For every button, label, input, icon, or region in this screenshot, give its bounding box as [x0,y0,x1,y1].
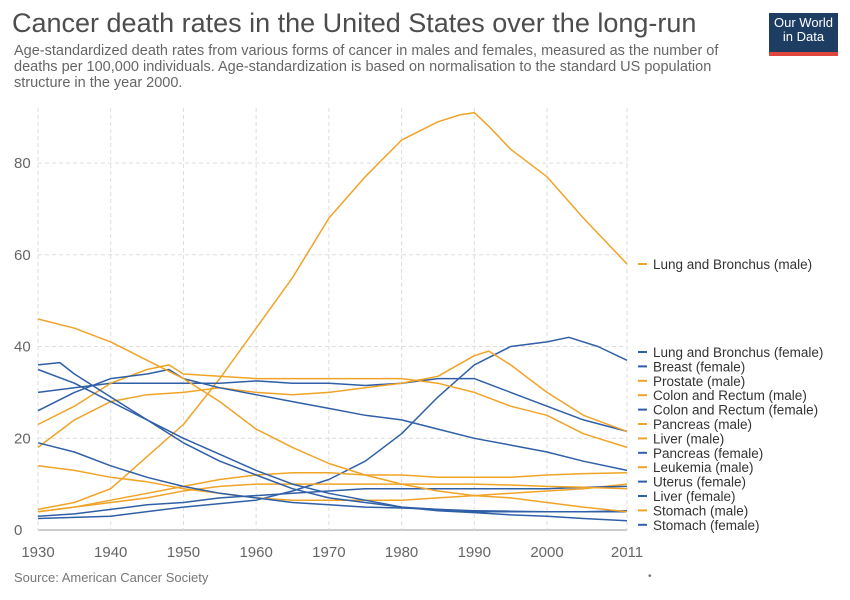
source-note: Source: American Cancer Society [14,570,209,585]
series-line [37,336,628,520]
y-tick-label: 40 [14,339,31,356]
series-line [37,483,628,513]
y-axis-ticks: 0 20 40 60 80 [14,155,31,539]
x-tick-label: 1960 [239,544,272,561]
legend-label: Liver (male) [653,431,724,446]
x-axis-ticks: 1930 1940 1950 1960 1970 1980 1990 2000 2011 [21,544,643,561]
series-line [37,111,628,511]
series-lines [37,111,628,522]
logo-line-1: Our World [774,15,833,30]
chart-subtitle: Age-standardized death rates from variou… [14,43,719,91]
chart-title: Cancer death rates in the United States … [12,8,697,38]
legend-label: Breast (female) [653,359,745,374]
x-tick-label: 1990 [458,544,491,561]
series-line [37,471,628,513]
legend-label: Leukemia (male) [653,460,754,475]
series-line [37,350,628,448]
series-line [37,442,627,513]
x-tick-label: 1950 [167,544,200,561]
series-line [37,368,628,472]
series-line [37,485,628,517]
owid-logo[interactable]: Our World in Data [769,13,838,56]
x-tick-label: 1930 [21,544,54,561]
series-line [37,368,628,522]
logo-line-2: in Data [782,29,825,44]
legend-label: Uterus (female) [653,475,746,490]
x-tick-label: 1980 [385,544,418,561]
footer-dot: • [648,571,652,582]
y-tick-label: 20 [14,430,31,447]
y-tick-label: 0 [14,522,22,539]
y-tick-label: 80 [14,155,31,172]
x-tick-label: 2011 [611,544,643,561]
legend-label: Pancreas (male) [653,417,752,432]
legend: Lung and Bronchus (male) Lung and Bronchu… [638,257,823,533]
legend-label: Colon and Rectum (male) [653,388,807,403]
x-tick-label: 1970 [312,544,345,561]
legend-label: Pancreas (female) [653,446,763,461]
legend-label: Stomach (female) [653,518,760,533]
series-line [37,318,628,513]
x-tick-label: 1940 [94,544,127,561]
legend-label: Lung and Bronchus (female) [653,345,823,360]
series-line [37,377,628,433]
series-line [37,465,628,501]
legend-label: Stomach (male) [653,503,748,518]
y-tick-label: 60 [14,247,31,264]
legend-label: Lung and Bronchus (male) [653,257,812,272]
legend-label: Prostate (male) [653,374,745,389]
logo-accent-bar [769,52,838,56]
x-tick-label: 2000 [530,544,563,561]
legend-label: Colon and Rectum (female) [653,403,818,418]
series-line [37,364,628,449]
legend-label: Liver (female) [653,489,736,504]
